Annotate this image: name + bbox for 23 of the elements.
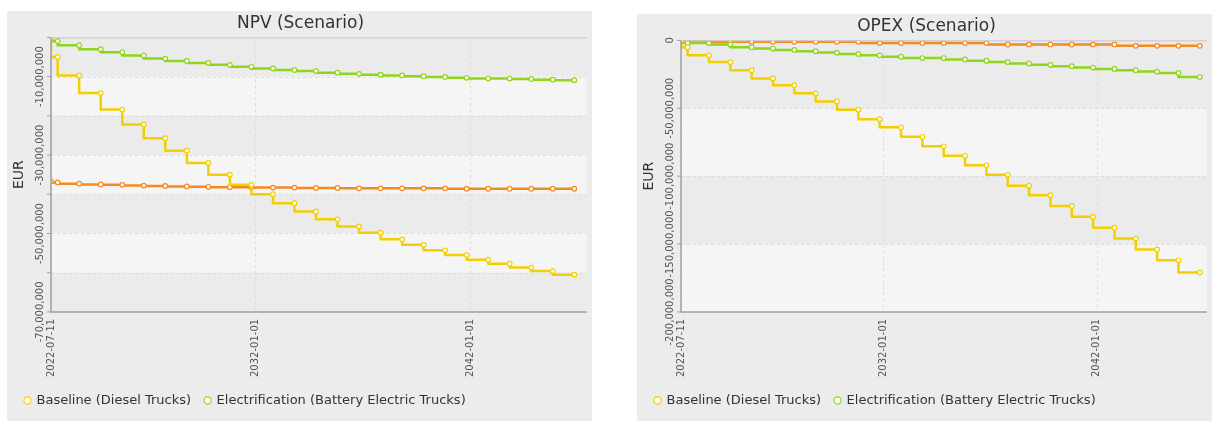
y-tick-label: -70,000,000: [33, 281, 45, 343]
legend-label: Baseline (Diesel Trucks): [666, 391, 822, 407]
y-tick-label: -50,000,000: [663, 77, 675, 139]
x-tick-label: 2022-07-11: [44, 318, 56, 378]
x-tick-label: 2042-01-01: [463, 318, 475, 378]
y-tick-label: 0: [663, 37, 675, 44]
x-tick-label: 2042-01-01: [1090, 318, 1102, 378]
chart-title: OPEX (Scenario): [857, 14, 996, 35]
y-tick-label: -100,000,000: [663, 142, 675, 210]
x-tick-label: 2032-01-01: [248, 318, 260, 378]
legend-label: Electrification (Battery Electric Trucks): [216, 391, 466, 407]
legend-label: Electrification (Battery Electric Trucks): [846, 391, 1096, 407]
y-axis-title: EUR: [640, 161, 657, 191]
x-tick-label: 2032-01-01: [876, 318, 888, 378]
legend-label: Baseline (Diesel Trucks): [36, 391, 192, 407]
y-tick-label: -50,000,000: [33, 203, 45, 264]
x-tick-label: 2022-07-11: [674, 318, 686, 378]
y-tick-label: -10,000,000: [33, 46, 45, 108]
y-tick-label: -30,000,000: [33, 124, 45, 186]
y-tick-label: -150,000,000: [663, 210, 675, 278]
chart-title: NPV (Scenario): [236, 11, 365, 32]
y-tick-label: -200,000,000: [663, 278, 675, 346]
y-axis-title: EUR: [10, 159, 27, 190]
